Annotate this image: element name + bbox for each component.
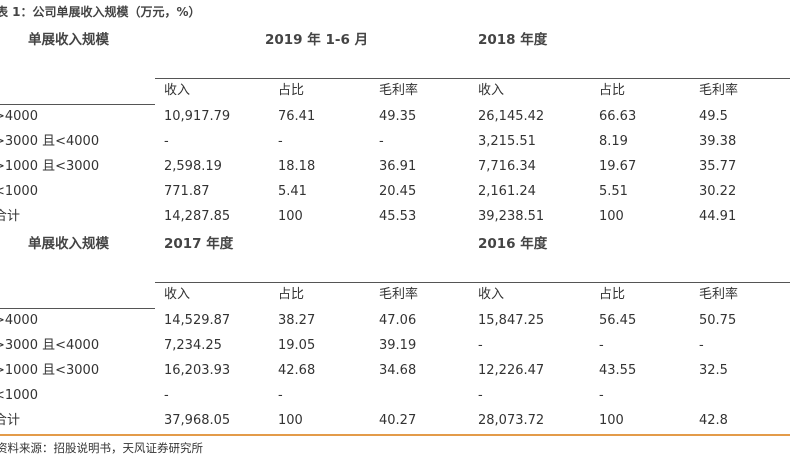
row-label: <1000 xyxy=(0,388,38,403)
column-header: 收入 xyxy=(164,287,191,302)
row-label: 合计 xyxy=(0,413,21,428)
cell: 2,598.19 xyxy=(164,159,222,174)
cell: - xyxy=(478,388,483,403)
cell: - xyxy=(379,134,384,149)
cell: - xyxy=(164,388,169,403)
row-label: <1000 xyxy=(0,184,38,199)
cell: 12,226.47 xyxy=(478,363,545,378)
label-header: 单展收入规模 xyxy=(28,32,109,48)
cell: 38.27 xyxy=(278,313,316,328)
cell: - xyxy=(278,134,283,149)
label-header: 单展收入规模 xyxy=(28,236,109,252)
period-header: 2019 年 1-6 月 xyxy=(265,32,369,48)
rule xyxy=(0,104,155,105)
cell: 56.45 xyxy=(599,313,637,328)
column-header: 毛利率 xyxy=(699,83,739,98)
cell: - xyxy=(478,338,483,353)
column-header: 收入 xyxy=(164,83,191,98)
cell: 39.38 xyxy=(699,134,737,149)
cell: - xyxy=(599,338,604,353)
cell: 40.27 xyxy=(379,413,417,428)
row-label: 合计 xyxy=(0,209,21,224)
column-header: 收入 xyxy=(478,83,505,98)
row-label: >1000 且<3000 xyxy=(0,363,100,378)
cell: 26,145.42 xyxy=(478,109,545,124)
cell: 100 xyxy=(599,209,624,224)
cell: 8.19 xyxy=(599,134,628,149)
cell: 100 xyxy=(278,413,303,428)
column-header: 毛利率 xyxy=(379,287,419,302)
column-header: 毛利率 xyxy=(379,83,419,98)
cell: 36.91 xyxy=(379,159,417,174)
row-label: >3000 且<4000 xyxy=(0,134,100,149)
period-header: 2018 年度 xyxy=(478,32,548,48)
cell: 66.63 xyxy=(599,109,637,124)
cell: 34.68 xyxy=(379,363,417,378)
cell: 44.91 xyxy=(699,209,737,224)
cell: - xyxy=(699,338,704,353)
column-header: 占比 xyxy=(599,83,626,98)
cell: 18.18 xyxy=(278,159,316,174)
cell: - xyxy=(278,388,283,403)
column-header: 收入 xyxy=(478,287,505,302)
cell: 43.55 xyxy=(599,363,637,378)
source-note: 资料来源：招股说明书，天风证券研究所 xyxy=(0,441,203,455)
rule xyxy=(0,308,155,309)
cell: 3,215.51 xyxy=(478,134,536,149)
cell: 771.87 xyxy=(164,184,210,199)
row-label: >3000 且<4000 xyxy=(0,338,100,353)
cell: 49.35 xyxy=(379,109,417,124)
cell: 32.5 xyxy=(699,363,728,378)
cell: 2,161.24 xyxy=(478,184,536,199)
bottom-rule xyxy=(0,434,790,436)
cell: 19.67 xyxy=(599,159,637,174)
cell: 45.53 xyxy=(379,209,417,224)
cell: 16,203.93 xyxy=(164,363,231,378)
cell: 5.41 xyxy=(278,184,307,199)
cell: 14,287.85 xyxy=(164,209,231,224)
column-header: 占比 xyxy=(599,287,626,302)
column-header: 占比 xyxy=(278,83,305,98)
row-label: >4000 xyxy=(0,313,38,328)
cell: 37,968.05 xyxy=(164,413,231,428)
cell: 39.19 xyxy=(379,338,417,353)
cell: 5.51 xyxy=(599,184,628,199)
row-label: >1000 且<3000 xyxy=(0,159,100,174)
cell: 15,847.25 xyxy=(478,313,545,328)
cell: 35.77 xyxy=(699,159,737,174)
cell: 39,238.51 xyxy=(478,209,545,224)
period-header: 2016 年度 xyxy=(478,236,548,252)
table-title: 表 1：公司单展收入规模（万元，%） xyxy=(0,5,201,19)
cell: 42.8 xyxy=(699,413,728,428)
cell: 10,917.79 xyxy=(164,109,231,124)
row-label: >4000 xyxy=(0,109,38,124)
cell: 30.22 xyxy=(699,184,737,199)
column-header: 毛利率 xyxy=(699,287,739,302)
cell: 14,529.87 xyxy=(164,313,231,328)
cell: 7,234.25 xyxy=(164,338,222,353)
rule xyxy=(155,282,790,283)
cell: 47.06 xyxy=(379,313,417,328)
cell: 50.75 xyxy=(699,313,737,328)
cell: 100 xyxy=(278,209,303,224)
cell: - xyxy=(599,388,604,403)
cell: 19.05 xyxy=(278,338,316,353)
cell: 49.5 xyxy=(699,109,728,124)
cell: - xyxy=(164,134,169,149)
period-header: 2017 年度 xyxy=(164,236,234,252)
column-header: 占比 xyxy=(278,287,305,302)
cell: 20.45 xyxy=(379,184,417,199)
cell: 42.68 xyxy=(278,363,316,378)
cell: 28,073.72 xyxy=(478,413,545,428)
cell: 76.41 xyxy=(278,109,316,124)
cell: 7,716.34 xyxy=(478,159,536,174)
rule xyxy=(155,78,790,79)
cell: 100 xyxy=(599,413,624,428)
